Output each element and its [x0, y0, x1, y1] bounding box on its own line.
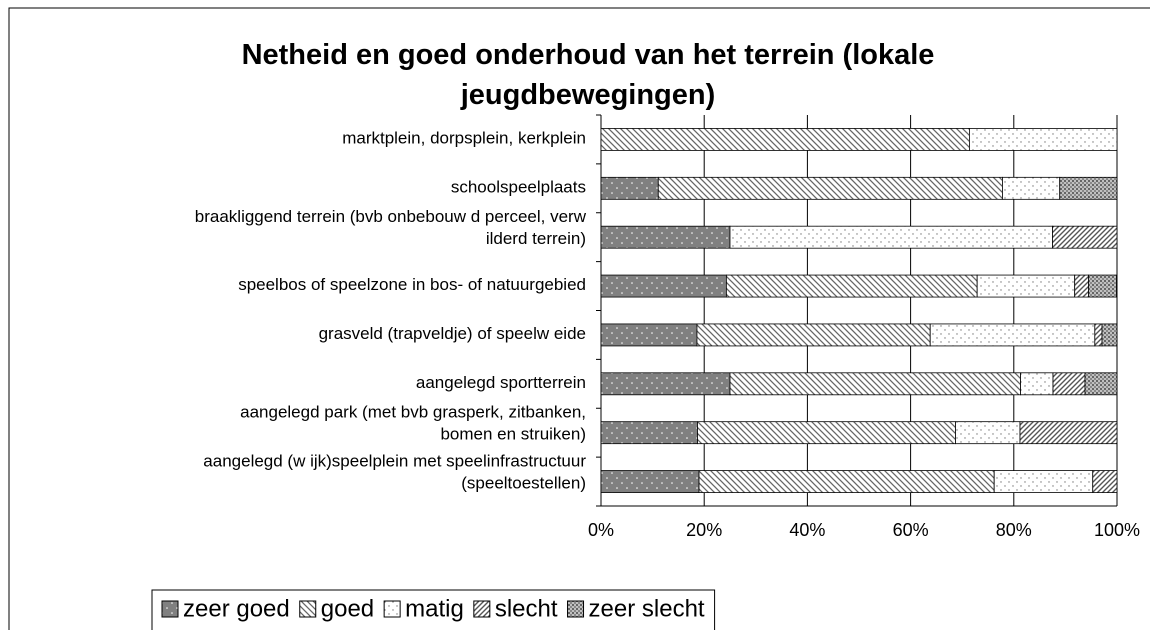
bar-segment [696, 323, 931, 347]
y-tick-label: braakliggend terrein (bvb onbebouw d per… [195, 208, 587, 249]
legend-swatch [567, 600, 585, 618]
bar-segment [657, 176, 1003, 200]
bar-segment [600, 176, 659, 200]
bar-segment [1059, 176, 1118, 200]
legend-swatch [383, 600, 401, 618]
bar-segment [600, 225, 731, 249]
y-tick-label: schoolspeelplaats [451, 178, 586, 197]
bar-segment [1052, 372, 1086, 396]
bar-segment [1092, 470, 1118, 493]
bar-segment [600, 323, 698, 347]
bar-segment [976, 274, 1076, 298]
chart-title: Netheid en goed onderhoud van het terrei… [242, 39, 935, 111]
legend: zeer goed goed matig slecht zeer slecht [151, 589, 716, 630]
legend-label: matig [405, 595, 464, 622]
bar-segment [1094, 323, 1103, 347]
bar-segment [600, 128, 970, 151]
legend-label: zeer slecht [589, 595, 705, 622]
bar-segment [698, 470, 995, 493]
y-tick-label: marktplein, dorpsplein, kerkplein [342, 129, 586, 148]
chart-border [8, 7, 1150, 630]
bar-segment [1020, 372, 1054, 396]
bar-segment [600, 421, 698, 445]
x-tick-label: 60% [893, 520, 929, 540]
x-tick-label: 0% [588, 520, 614, 540]
bar-segment [1074, 274, 1090, 298]
bar-segment [1084, 372, 1118, 396]
x-tick-label: 80% [996, 520, 1032, 540]
bar-segment [600, 470, 700, 493]
legend-label: zeer goed [183, 595, 290, 622]
y-tick-label: grasveld (trapveldje) of speelw eide [319, 324, 586, 343]
x-tick-label: 20% [686, 520, 722, 540]
y-tick-label: aangelegd (w ijk)speelplein met speelinf… [203, 452, 586, 493]
bar-segment [955, 421, 1021, 445]
legend-swatch [473, 600, 491, 618]
bar-segment [1088, 274, 1117, 298]
legend-swatch [299, 600, 317, 618]
y-tick-label: speelbos of speelzone in bos- of natuurg… [238, 276, 586, 295]
legend-box [151, 589, 716, 630]
legend-swatch [161, 600, 179, 618]
bar-segment [993, 470, 1094, 493]
x-tick-label: 40% [789, 520, 825, 540]
bar-segment [929, 323, 1096, 347]
bar-segment [1052, 225, 1118, 249]
y-tick-label: aangelegd park (met bvb grasperk, zitban… [240, 403, 586, 444]
bar-segment [600, 274, 727, 298]
bar-segment [1101, 323, 1118, 347]
legend-label: slecht [495, 595, 558, 622]
y-tick-label: aangelegd sportterrein [416, 373, 586, 392]
bar-segment [1019, 421, 1118, 445]
bar-segment [729, 225, 1053, 249]
bar-segment [969, 128, 1118, 151]
bar-segment [725, 274, 978, 298]
bar-segment [729, 372, 1021, 396]
bar-segment [600, 372, 731, 396]
bar-segment [697, 421, 956, 445]
legend-label: goed [321, 595, 374, 622]
x-tick-label: 100% [1094, 520, 1140, 540]
bar-segment [1002, 176, 1061, 200]
